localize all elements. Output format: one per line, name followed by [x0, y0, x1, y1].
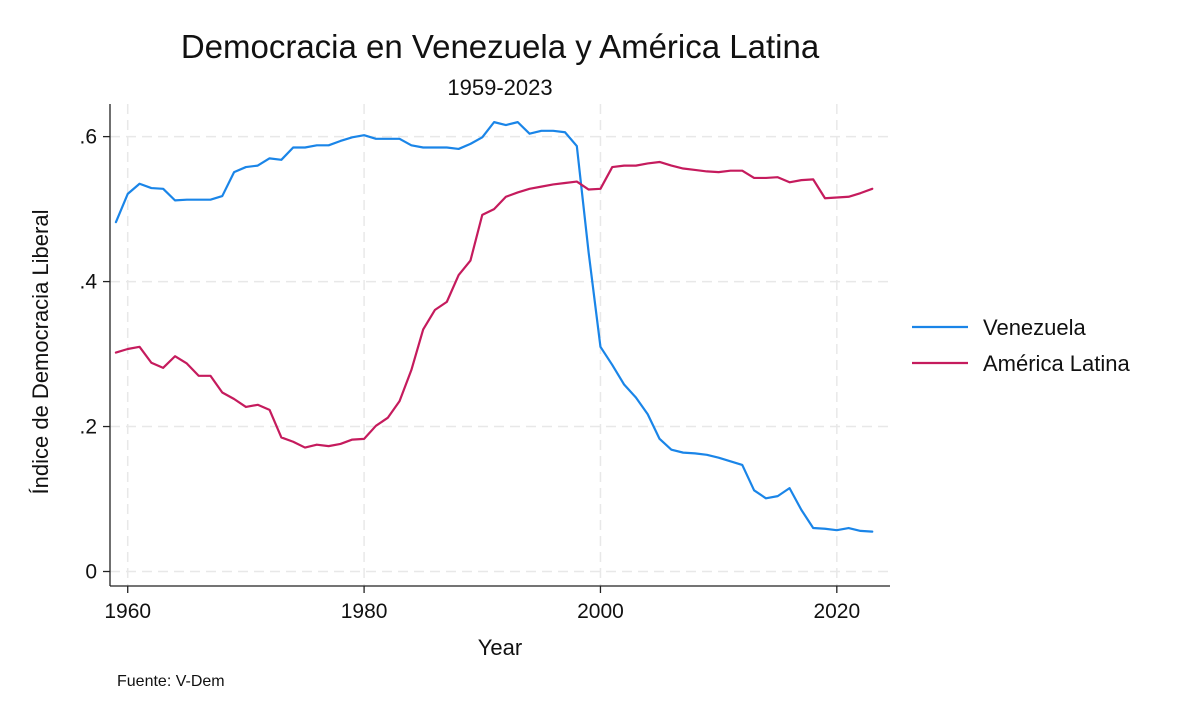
x-tick-label: 2000: [577, 600, 624, 623]
x-axis-label: Year: [478, 635, 522, 660]
legend: Venezuela América Latina: [912, 315, 1131, 376]
y-tick-label: .2: [79, 416, 97, 439]
series-line-venezuela: [114, 121, 874, 533]
y-tick-label: 0: [85, 561, 97, 584]
chart-title: Democracia en Venezuela y América Latina: [181, 28, 820, 65]
x-tick-label: 1960: [104, 600, 151, 623]
x-tick-label: 1980: [341, 600, 388, 623]
x-tick-label: 2020: [813, 600, 860, 623]
series-lines: [114, 121, 874, 533]
y-tick-label: .4: [79, 271, 97, 294]
series-line-america-latina: [114, 160, 874, 449]
legend-label-venezuela: Venezuela: [983, 315, 1087, 340]
axes: 0 .2 .4 .6 1960 1980 2000 2020: [79, 104, 890, 623]
y-tick-label: .6: [79, 126, 97, 149]
chart-subtitle: 1959-2023: [447, 75, 552, 100]
gridlines: [110, 104, 890, 586]
legend-label-america-latina: América Latina: [983, 351, 1131, 376]
y-axis-label: Índice de Democracia Liberal: [28, 210, 53, 495]
source-note: Fuente: V-Dem: [117, 673, 225, 690]
